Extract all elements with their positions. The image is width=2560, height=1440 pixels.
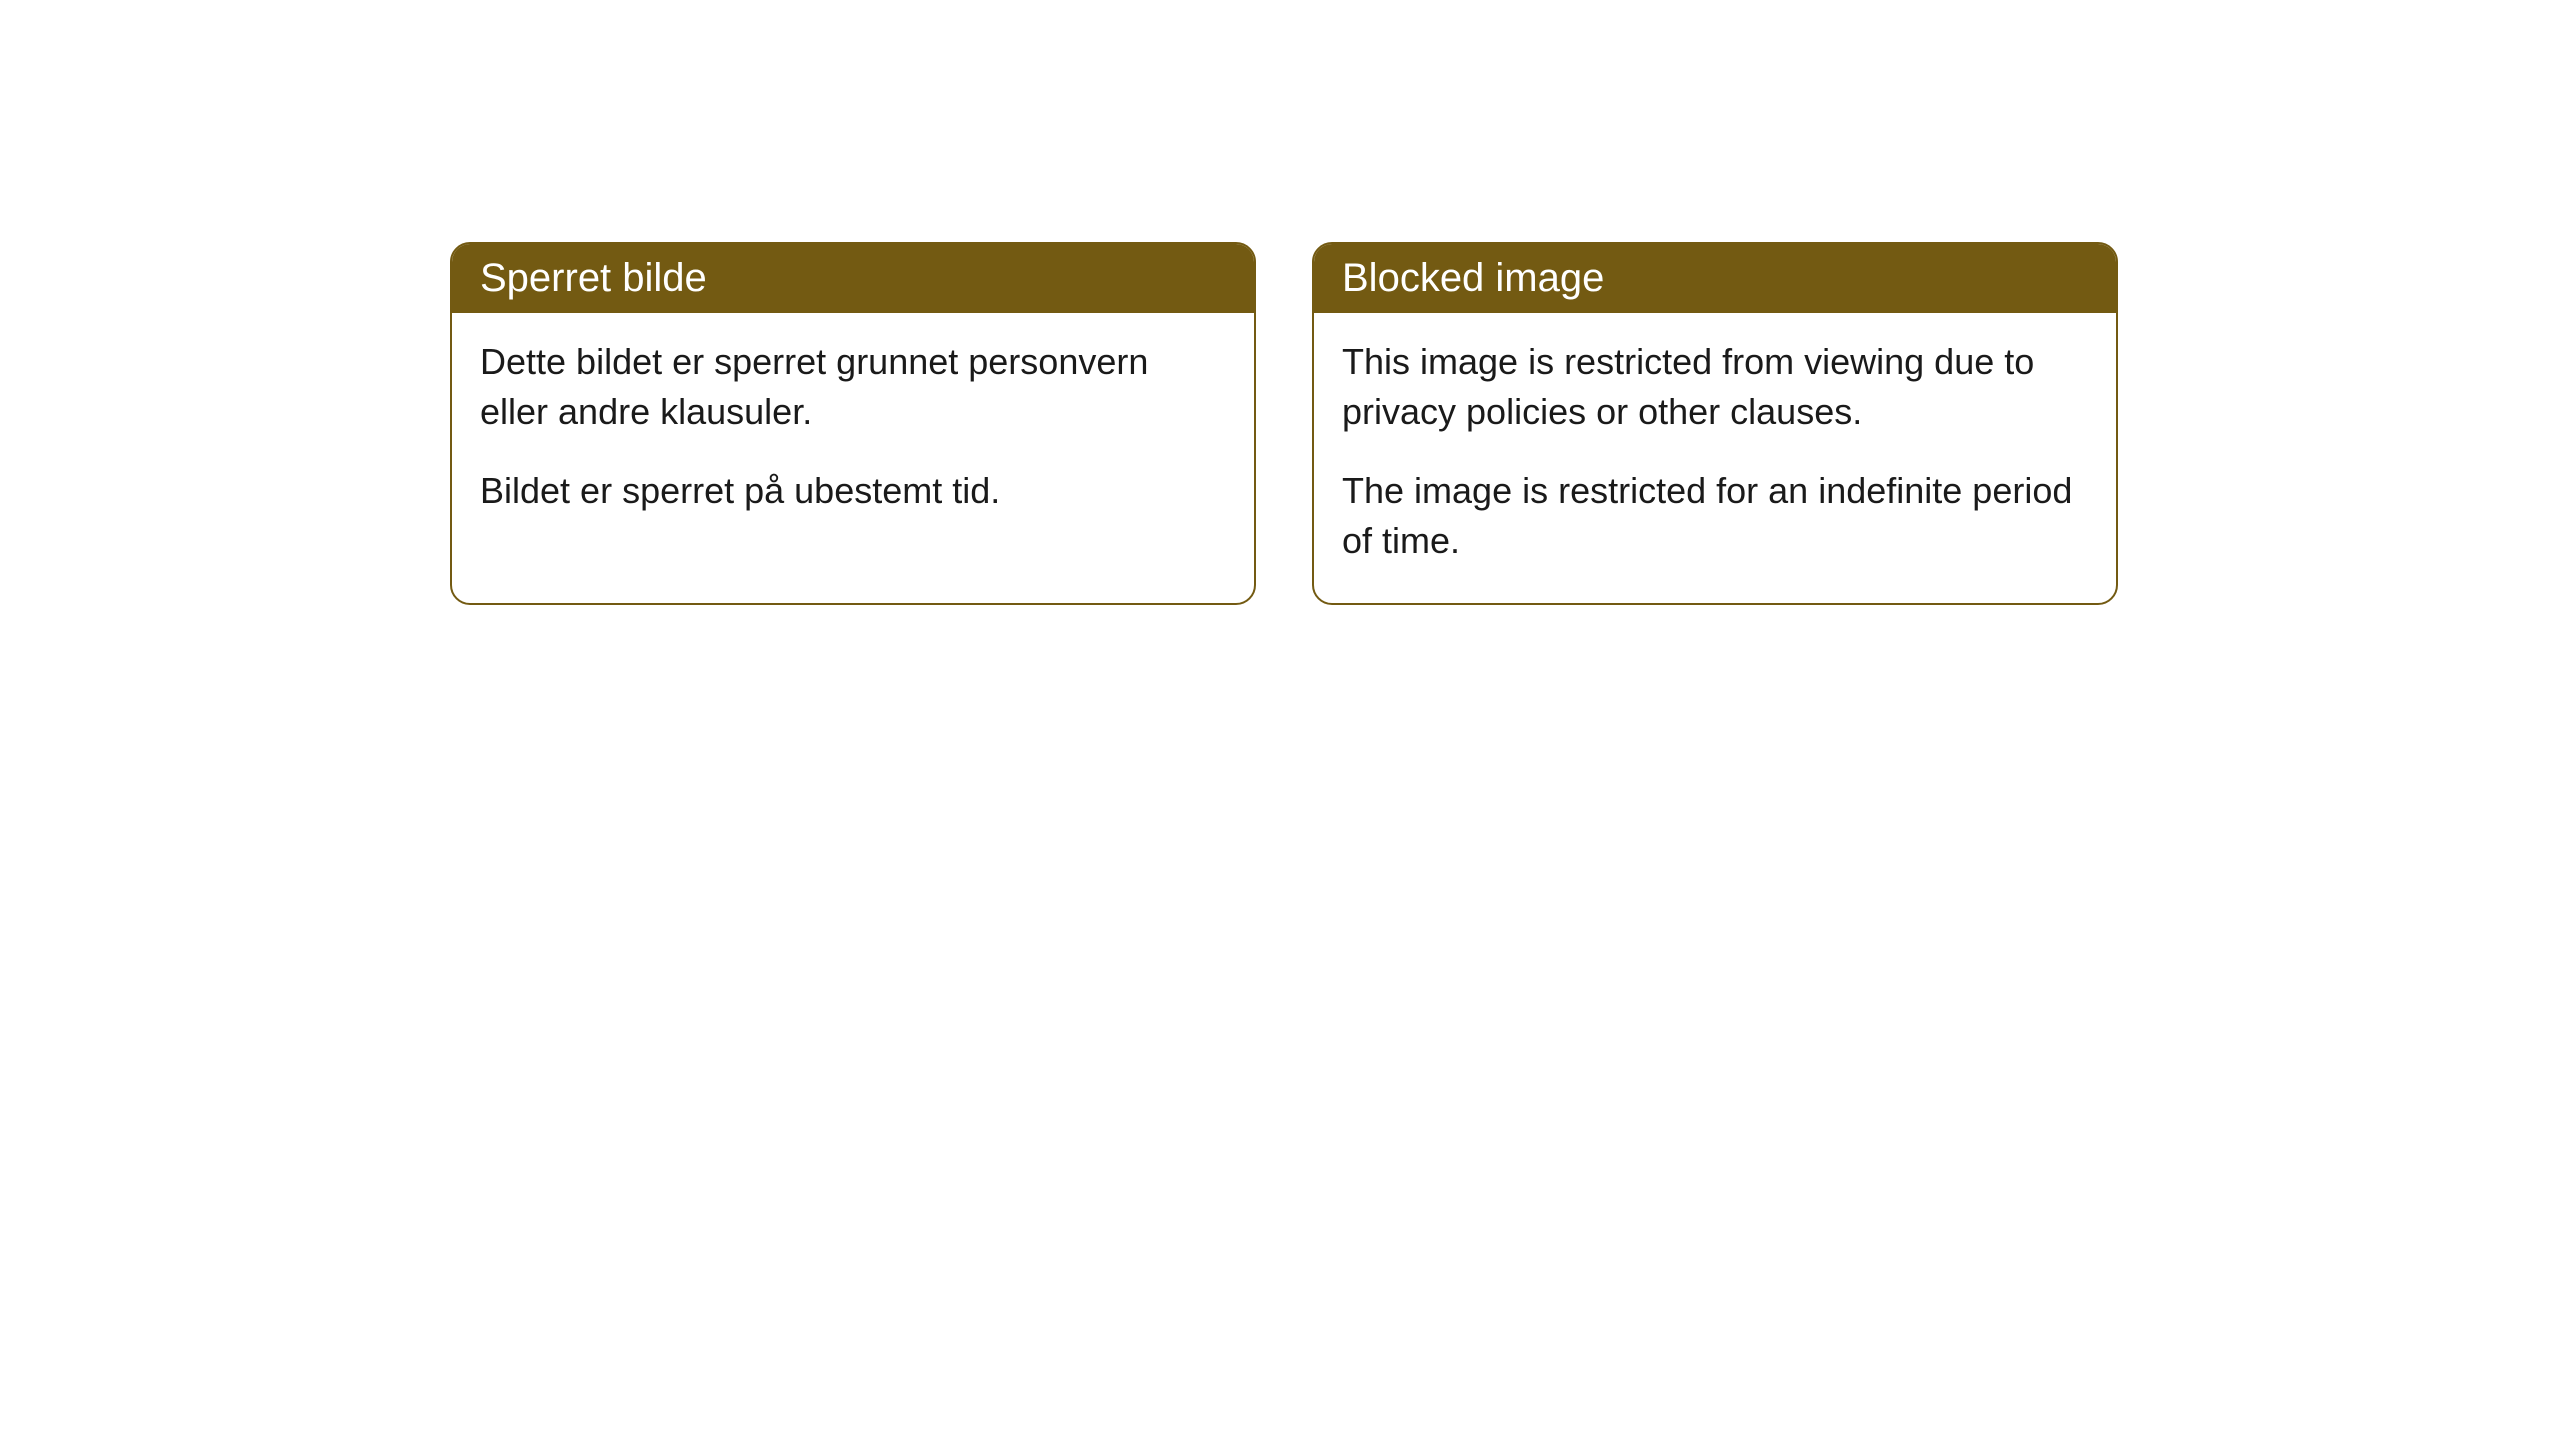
card-header-english: Blocked image (1314, 244, 2116, 313)
card-body-norwegian: Dette bildet er sperret grunnet personve… (452, 313, 1254, 552)
card-title-norwegian: Sperret bilde (480, 256, 707, 300)
card-body-english: This image is restricted from viewing du… (1314, 313, 2116, 603)
notice-card-english: Blocked image This image is restricted f… (1312, 242, 2118, 605)
notice-cards-container: Sperret bilde Dette bildet er sperret gr… (450, 242, 2118, 605)
card-title-english: Blocked image (1342, 256, 1604, 300)
card-paragraph-1-norwegian: Dette bildet er sperret grunnet personve… (480, 337, 1226, 438)
card-paragraph-1-english: This image is restricted from viewing du… (1342, 337, 2088, 438)
card-header-norwegian: Sperret bilde (452, 244, 1254, 313)
card-paragraph-2-english: The image is restricted for an indefinit… (1342, 466, 2088, 567)
card-paragraph-2-norwegian: Bildet er sperret på ubestemt tid. (480, 466, 1226, 516)
notice-card-norwegian: Sperret bilde Dette bildet er sperret gr… (450, 242, 1256, 605)
